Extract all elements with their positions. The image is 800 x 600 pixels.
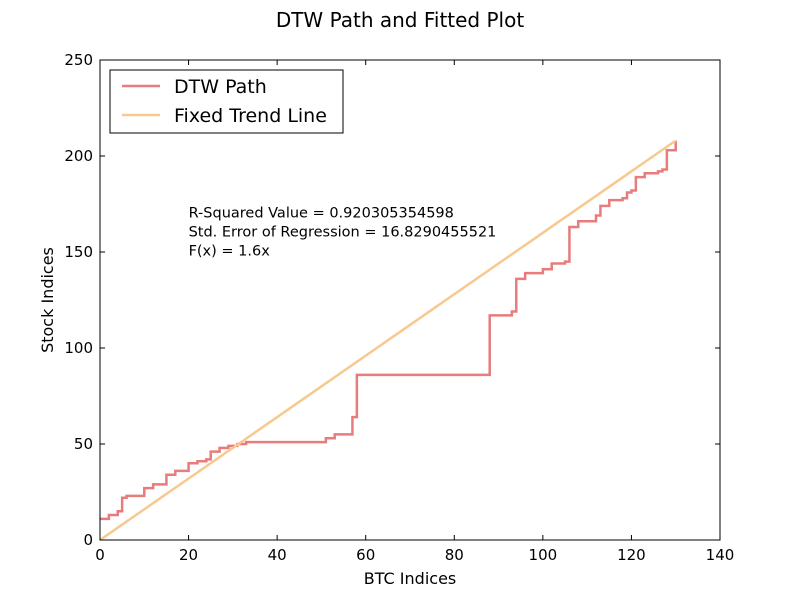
legend: DTW Path Fixed Trend Line [109, 69, 344, 134]
annotation-line-0: R-Squared Value = 0.920305354598 [189, 205, 454, 221]
legend-label-0: DTW Path [174, 76, 267, 98]
x-tick-label: 80 [445, 546, 464, 564]
chart-title: DTW Path and Fitted Plot [276, 8, 525, 32]
series-line-0 [100, 140, 677, 521]
x-tick-label: 100 [529, 546, 558, 564]
annotation-line-2: F(x) = 1.6x [189, 243, 271, 259]
x-tick-label: 60 [356, 546, 375, 564]
x-tick-label: 40 [268, 546, 287, 564]
y-tick-label: 100 [64, 339, 93, 357]
y-tick-label: 250 [64, 51, 93, 69]
series-line-1 [99, 139, 677, 542]
y-axis-label: Stock Indices [38, 247, 57, 353]
x-axis-label: BTC Indices [364, 569, 457, 588]
x-tick-label: 120 [617, 546, 646, 564]
y-tick-label: 200 [64, 147, 93, 165]
x-tick-label: 20 [179, 546, 198, 564]
annotation-block: R-Squared Value = 0.920305354598 Std. Err… [189, 205, 497, 259]
y-tick-label: 150 [64, 243, 93, 261]
legend-box [109, 69, 344, 134]
y-tick-label: 0 [83, 531, 93, 549]
x-tick-label: 0 [95, 546, 105, 564]
x-tick-label: 140 [706, 546, 735, 564]
plot-frame [99, 59, 721, 541]
legend-label-1: Fixed Trend Line [174, 105, 327, 127]
y-tick-label: 50 [74, 435, 93, 453]
annotation-line-1: Std. Error of Regression = 16.8290455521 [189, 224, 497, 240]
